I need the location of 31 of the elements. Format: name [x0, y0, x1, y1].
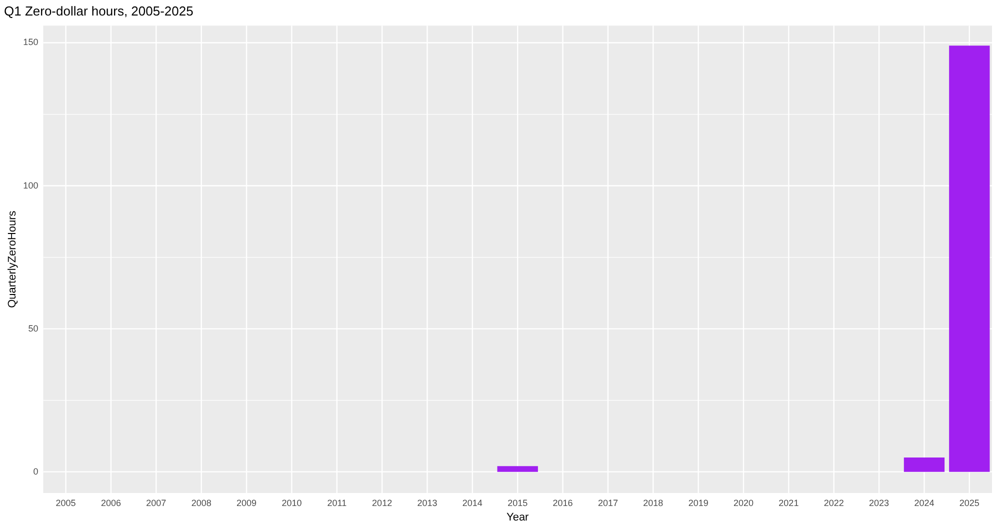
x-tick-label: 2016: [552, 498, 573, 508]
y-tick-label: 100: [23, 180, 38, 190]
x-axis-title: Year: [506, 511, 530, 524]
x-tick-label: 2011: [327, 498, 347, 508]
y-tick-label: 0: [33, 466, 38, 476]
y-tick-label: 150: [23, 37, 38, 48]
x-tick-label: 2018: [643, 498, 664, 508]
x-tick-label: 2017: [598, 498, 618, 508]
x-tick-label: 2023: [869, 498, 890, 508]
y-tick-label: 50: [28, 323, 38, 334]
x-tick-label: 2010: [282, 498, 302, 508]
x-tick-label: 2012: [372, 498, 392, 508]
x-tick-label: 2024: [914, 498, 934, 508]
x-tick-label: 2014: [462, 498, 482, 508]
chart-title: Q1 Zero-dollar hours, 2005-2025: [4, 3, 194, 18]
x-tick-label: 2013: [417, 498, 438, 508]
x-tick-label: 2007: [146, 498, 166, 508]
x-tick-label: 2019: [688, 498, 708, 508]
y-axis-title: QuarterlyZeroHours: [6, 210, 19, 308]
bar: [497, 466, 538, 472]
bar: [949, 46, 990, 472]
x-tick-label: 2022: [824, 498, 844, 508]
bar: [904, 458, 945, 472]
x-tick-label: 2025: [959, 498, 980, 508]
x-tick-label: 2009: [236, 498, 257, 508]
x-tick-label: 2020: [733, 498, 754, 508]
x-tick-label: 2015: [508, 498, 528, 508]
x-tick-label: 2021: [778, 498, 799, 508]
x-tick-label: 2008: [191, 498, 212, 508]
x-tick-label: 2005: [56, 498, 76, 508]
x-tick-label: 2006: [100, 498, 121, 508]
